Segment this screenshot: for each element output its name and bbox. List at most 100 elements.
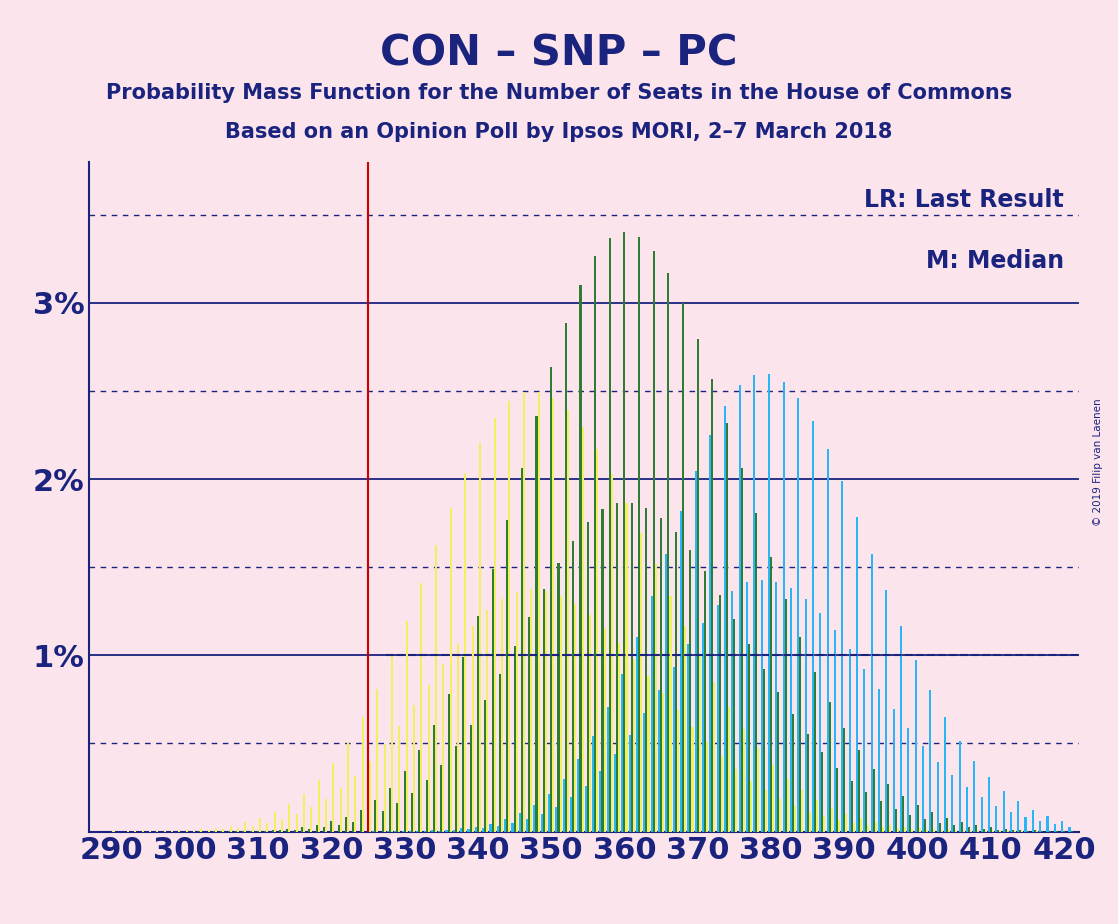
Bar — [770, 557, 773, 832]
Bar — [301, 827, 303, 832]
Bar — [501, 599, 503, 832]
Bar — [863, 669, 865, 832]
Bar — [736, 769, 738, 832]
Bar — [960, 822, 963, 832]
Bar — [983, 829, 985, 832]
Bar — [739, 385, 741, 832]
Bar — [702, 623, 704, 832]
Bar — [939, 822, 940, 832]
Bar — [997, 830, 999, 832]
Bar — [572, 541, 575, 832]
Bar — [868, 825, 870, 832]
Text: © 2019 Filip van Laenen: © 2019 Filip van Laenen — [1093, 398, 1102, 526]
Bar — [544, 590, 547, 832]
Bar — [794, 806, 796, 832]
Bar — [286, 829, 288, 832]
Bar — [548, 794, 550, 832]
Bar — [750, 781, 752, 832]
Bar — [367, 817, 369, 832]
Bar — [315, 825, 318, 832]
Bar — [622, 675, 624, 832]
Bar — [892, 709, 894, 832]
Bar — [361, 717, 363, 832]
Bar — [783, 383, 785, 832]
Bar — [200, 829, 202, 832]
Bar — [496, 826, 499, 832]
Bar — [464, 473, 466, 832]
Bar — [643, 713, 645, 832]
Bar — [742, 729, 745, 832]
Bar — [836, 768, 838, 832]
Bar — [607, 707, 609, 832]
Bar — [486, 611, 489, 832]
Bar — [558, 564, 559, 832]
Bar — [746, 582, 748, 832]
Bar — [567, 409, 569, 832]
Bar — [618, 643, 620, 832]
Bar — [831, 808, 833, 832]
Bar — [951, 775, 954, 832]
Bar — [252, 825, 254, 832]
Bar — [682, 303, 684, 832]
Bar — [922, 746, 923, 832]
Bar — [885, 590, 888, 832]
Bar — [519, 813, 521, 832]
Bar — [816, 800, 818, 832]
Bar — [845, 814, 847, 832]
Bar — [777, 692, 779, 832]
Bar — [427, 685, 429, 832]
Bar — [594, 256, 596, 832]
Bar — [926, 830, 928, 832]
Bar — [871, 553, 873, 832]
Bar — [467, 830, 470, 832]
Bar — [294, 830, 295, 832]
Bar — [492, 569, 493, 832]
Bar — [966, 787, 968, 832]
Bar — [754, 374, 756, 832]
Bar — [785, 599, 787, 832]
Bar — [229, 825, 231, 832]
Bar — [443, 663, 444, 832]
Bar — [389, 787, 391, 832]
Bar — [889, 825, 891, 832]
Bar — [1046, 816, 1049, 832]
Bar — [404, 772, 406, 832]
Bar — [904, 827, 906, 832]
Text: M: Median: M: Median — [926, 249, 1064, 273]
Bar — [757, 748, 759, 832]
Bar — [968, 827, 970, 832]
Bar — [628, 735, 631, 832]
Bar — [697, 338, 699, 832]
Bar — [797, 398, 799, 832]
Bar — [245, 822, 246, 832]
Bar — [479, 443, 481, 832]
Bar — [257, 831, 259, 832]
Bar — [775, 582, 777, 832]
Bar — [411, 793, 413, 832]
Bar — [589, 614, 591, 832]
Bar — [418, 750, 420, 832]
Bar — [814, 672, 816, 832]
Bar — [274, 812, 276, 832]
Bar — [338, 825, 340, 832]
Bar — [581, 427, 584, 832]
Bar — [484, 700, 486, 832]
Bar — [332, 763, 334, 832]
Bar — [506, 519, 509, 832]
Bar — [513, 646, 515, 832]
Bar — [523, 392, 525, 832]
Bar — [1032, 809, 1034, 832]
Bar — [585, 785, 587, 832]
Bar — [596, 448, 598, 832]
Bar — [995, 806, 997, 832]
Bar — [430, 831, 433, 832]
Bar — [490, 823, 492, 832]
Bar — [449, 508, 452, 832]
Bar — [647, 676, 650, 832]
Bar — [929, 690, 931, 832]
Bar — [874, 822, 877, 832]
Bar — [272, 830, 274, 832]
Bar — [823, 817, 825, 832]
Bar — [911, 830, 913, 832]
Bar — [748, 644, 750, 832]
